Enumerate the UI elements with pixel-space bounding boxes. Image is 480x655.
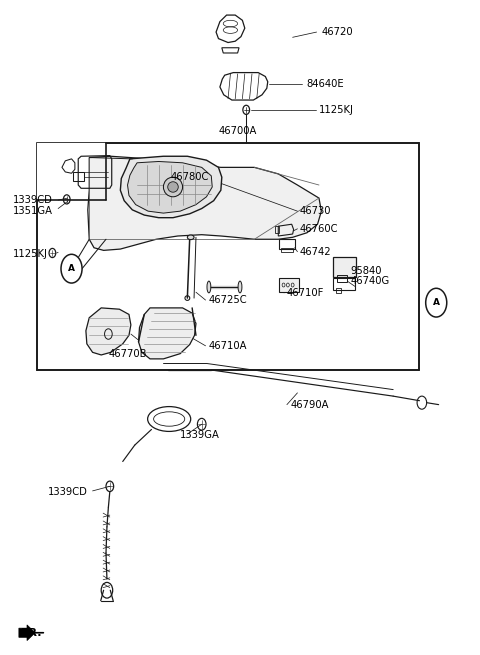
Bar xyxy=(73,172,84,181)
Text: 46770B: 46770B xyxy=(108,348,147,359)
Text: 1339CD: 1339CD xyxy=(12,195,52,205)
Bar xyxy=(276,226,279,233)
Text: 46790A: 46790A xyxy=(290,400,329,409)
Text: 46710A: 46710A xyxy=(209,341,247,351)
Text: A: A xyxy=(68,264,75,273)
Text: 46780C: 46780C xyxy=(170,172,209,182)
Text: 46760C: 46760C xyxy=(300,224,338,234)
Text: 1125KJ: 1125KJ xyxy=(319,105,354,115)
Ellipse shape xyxy=(168,181,178,192)
Text: 1339CD: 1339CD xyxy=(48,487,87,497)
Ellipse shape xyxy=(238,281,242,293)
Bar xyxy=(281,248,293,252)
Polygon shape xyxy=(86,308,131,355)
Text: 1351GA: 1351GA xyxy=(12,206,53,215)
Polygon shape xyxy=(88,157,322,250)
Bar xyxy=(336,288,341,293)
Bar xyxy=(36,143,106,200)
Polygon shape xyxy=(128,162,212,213)
Text: A: A xyxy=(433,298,440,307)
Circle shape xyxy=(426,288,447,317)
Text: 46742: 46742 xyxy=(300,247,332,257)
Text: 46710F: 46710F xyxy=(287,288,324,298)
Text: 46720: 46720 xyxy=(322,27,353,37)
Ellipse shape xyxy=(207,281,211,293)
Bar xyxy=(337,275,347,282)
Text: 46725C: 46725C xyxy=(209,295,248,305)
Ellipse shape xyxy=(163,177,182,196)
Bar xyxy=(279,238,295,249)
Bar xyxy=(333,257,356,276)
Polygon shape xyxy=(19,625,35,641)
Text: 1125KJ: 1125KJ xyxy=(12,249,48,259)
Bar xyxy=(36,143,420,370)
Text: 1339GA: 1339GA xyxy=(180,430,219,440)
Ellipse shape xyxy=(187,235,194,240)
Text: 84640E: 84640E xyxy=(306,79,344,89)
Polygon shape xyxy=(139,308,196,359)
Circle shape xyxy=(61,254,82,283)
Text: 46730: 46730 xyxy=(300,206,331,216)
Bar xyxy=(279,278,300,292)
Text: 46740G: 46740G xyxy=(350,276,389,286)
Polygon shape xyxy=(120,157,222,217)
Text: 46700A: 46700A xyxy=(218,126,257,136)
Bar xyxy=(333,278,355,290)
Text: FR.: FR. xyxy=(21,627,41,638)
Text: 95840: 95840 xyxy=(350,266,382,276)
